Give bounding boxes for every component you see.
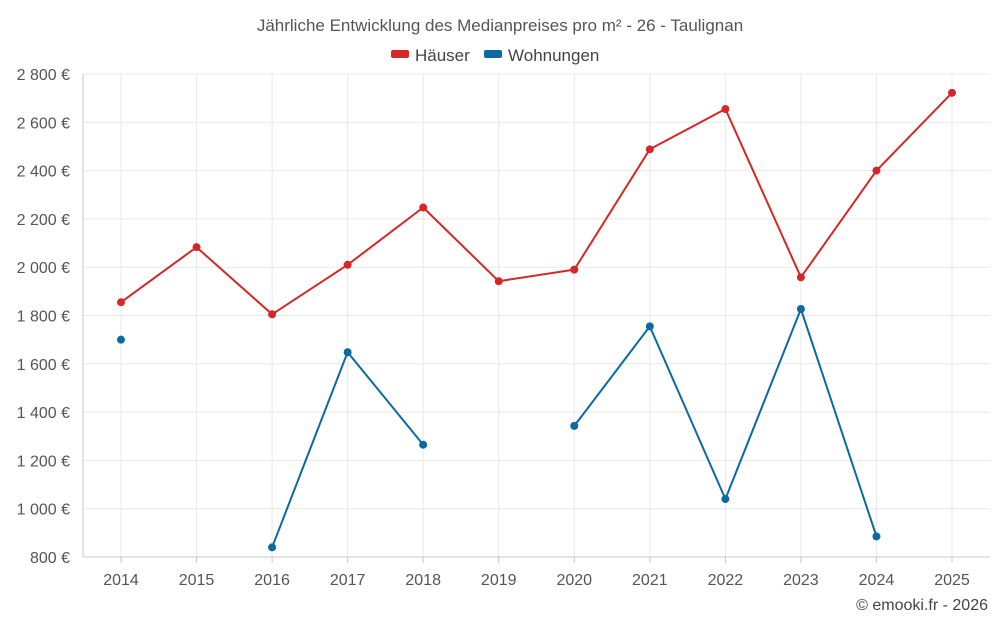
x-tick-label: 2014 [103,572,139,589]
data-point-wohnungen[interactable] [419,440,428,449]
data-point-hauser[interactable] [192,243,201,252]
data-point-wohnungen[interactable] [117,335,125,344]
data-point-hauser[interactable] [645,145,654,154]
x-tick-label: 2019 [481,572,517,589]
y-tick-label: 1 600 € [17,357,70,374]
legend-label-wohnungen[interactable]: Wohnungen [508,46,599,65]
data-point-wohnungen[interactable] [721,495,730,504]
data-point-hauser[interactable] [796,273,805,282]
series-group [117,88,956,552]
grid [83,73,990,557]
x-tick-label: 2020 [556,572,592,589]
x-tick-label: 2022 [708,572,744,589]
data-point-wohnungen[interactable] [796,304,805,313]
data-point-hauser[interactable] [948,88,956,97]
x-tick-label: 2024 [859,572,895,589]
y-tick-label: 2 000 € [17,260,70,277]
y-tick-label: 1 800 € [17,309,70,326]
data-point-hauser[interactable] [570,265,579,274]
x-tick-label: 2015 [179,572,215,589]
chart-title: Jährliche Entwicklung des Medianpreises … [257,16,743,35]
x-tick-label: 2021 [632,572,668,589]
x-tick-label: 2017 [330,572,366,589]
x-tick-label: 2016 [254,572,290,589]
data-point-hauser[interactable] [721,105,730,114]
y-tick-label: 1 000 € [17,502,70,519]
series-line-hauser [120,91,953,316]
data-point-hauser[interactable] [268,310,277,319]
data-point-hauser[interactable] [343,260,352,269]
series-hauser [117,88,956,319]
data-point-hauser[interactable] [872,166,881,175]
x-tick-label: 2023 [783,572,819,589]
series-wohnungen [117,304,881,552]
data-point-wohnungen[interactable] [570,421,579,430]
y-tick-label: 2 400 € [17,164,70,181]
data-point-wohnungen[interactable] [268,543,277,552]
data-point-wohnungen[interactable] [872,532,881,541]
x-tick-label: 2018 [405,572,441,589]
y-tick-label: 2 800 € [17,67,70,84]
data-point-hauser[interactable] [117,298,125,307]
legend-label-hauser[interactable]: Häuser [415,46,470,65]
y-tick-label: 1 200 € [17,453,70,470]
legend-swatch-wohnungen [484,50,502,58]
y-tick-label: 2 200 € [17,212,70,229]
legend: Häuser Wohnungen [391,46,599,65]
data-point-hauser[interactable] [419,203,428,212]
x-tick-label: 2025 [934,572,970,589]
y-tick-label: 800 € [30,550,70,567]
data-point-wohnungen[interactable] [645,322,654,331]
data-point-wohnungen[interactable] [343,348,352,357]
y-tick-label: 1 400 € [17,405,70,422]
data-point-hauser[interactable] [494,277,503,286]
credit-text: © emooki.fr - 2026 [856,597,988,614]
axes: 800 € 1 000 € 1 200 € 1 400 € 1 600 € 1 800 €… [17,67,990,589]
y-tick-label: 2 600 € [17,115,70,132]
legend-swatch-hauser [391,50,409,58]
